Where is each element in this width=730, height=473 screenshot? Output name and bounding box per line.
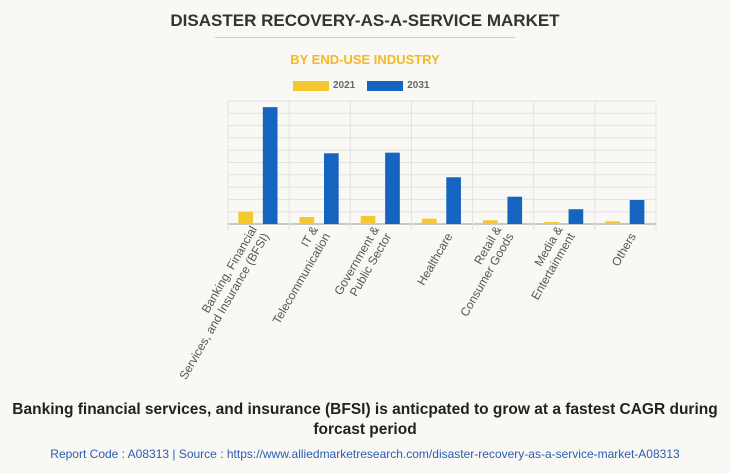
legend-label-2021: 2021 bbox=[333, 80, 356, 91]
bar-2021 bbox=[421, 218, 437, 224]
x-tick-label: Retail &Consumer Goods bbox=[445, 224, 516, 319]
legend-swatch-2031 bbox=[367, 80, 404, 91]
chart-subtitle: BY END-USE INDUSTRY bbox=[290, 52, 440, 67]
chart-title: DISASTER RECOVERY-AS-A-SERVICE MARKET bbox=[170, 11, 560, 30]
x-tick-label: Government &Public Sector bbox=[331, 224, 394, 305]
bar-2031 bbox=[446, 177, 461, 224]
source-footer: Report Code : A08313 | Source : https://… bbox=[50, 447, 680, 461]
bar-2021 bbox=[544, 222, 559, 224]
bar-2031 bbox=[507, 196, 523, 224]
x-tick-label: Media &Entertainment bbox=[516, 223, 578, 302]
x-tick-label: Banking, FinancialServices, and Insuranc… bbox=[164, 223, 272, 381]
bar-2031 bbox=[262, 107, 278, 224]
title-divider bbox=[215, 37, 515, 38]
bar-2021 bbox=[605, 221, 620, 224]
bar-2021 bbox=[238, 211, 254, 224]
bar-2031 bbox=[385, 152, 400, 224]
x-tick-label: Others bbox=[609, 231, 639, 269]
bar-2021 bbox=[360, 216, 376, 224]
bar-2031 bbox=[323, 153, 339, 224]
chart-caption: Banking financial services, and insuranc… bbox=[12, 401, 718, 438]
x-tick-label: Healthcare bbox=[414, 230, 455, 288]
bar-2031 bbox=[629, 200, 645, 224]
bar-2031 bbox=[568, 209, 584, 224]
bar-2021 bbox=[482, 220, 498, 224]
bar-chart: Banking, FinancialServices, and Insuranc… bbox=[164, 100, 657, 382]
bar-2021 bbox=[299, 216, 315, 224]
legend: 2021 2031 bbox=[293, 80, 430, 91]
legend-label-2031: 2031 bbox=[407, 80, 430, 91]
legend-swatch-2021 bbox=[293, 80, 329, 91]
